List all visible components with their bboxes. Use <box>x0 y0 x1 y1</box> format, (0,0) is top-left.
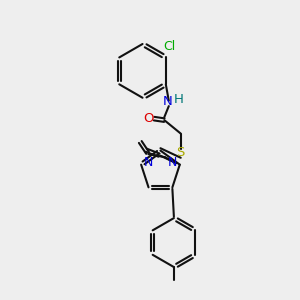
Text: H: H <box>173 93 183 106</box>
Text: N: N <box>162 95 172 108</box>
Text: Cl: Cl <box>163 40 176 52</box>
Text: O: O <box>143 112 153 124</box>
Text: S: S <box>177 146 185 160</box>
Text: N: N <box>168 156 177 169</box>
Text: N: N <box>144 156 153 169</box>
